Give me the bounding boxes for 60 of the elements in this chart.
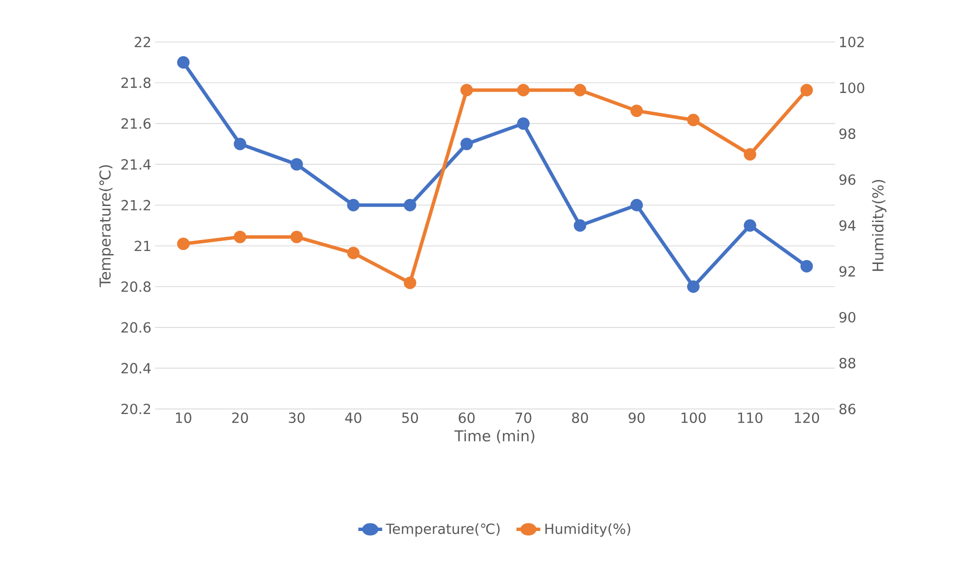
point: [744, 219, 756, 232]
x-tick-label: 100: [682, 412, 706, 424]
point: [234, 138, 246, 150]
point: [460, 138, 473, 150]
x-tick-label: 30: [288, 412, 305, 424]
x-tick-label: 90: [628, 412, 645, 424]
y-tick-label: 21.4: [121, 159, 151, 170]
y2-tick-label: 100: [840, 82, 864, 94]
x-tick-label: 10: [176, 412, 192, 424]
y-tick-label: 22: [134, 36, 150, 48]
x-axis-title: Time (min): [454, 430, 534, 444]
y2-tick-label: 98: [839, 128, 856, 140]
y-tick-label: 20.8: [121, 281, 151, 292]
x-tick-label: 20: [232, 412, 248, 424]
y-tick-label: 20.4: [121, 362, 151, 374]
x-tick-label: 70: [516, 412, 532, 424]
y2-tick-label: 88: [839, 358, 856, 368]
x-tick-label: 110: [738, 412, 762, 424]
y-tick-label: 21: [134, 240, 150, 252]
y-tick-label: 20.2: [121, 404, 150, 414]
point: [290, 158, 303, 171]
point: [630, 104, 643, 118]
y2-tick-label: 102: [840, 36, 864, 48]
y2-tick-label: 96: [839, 174, 856, 185]
point: [574, 219, 586, 232]
point: [347, 198, 360, 212]
x-tick-label: 40: [345, 412, 362, 424]
y2-axis-title: Humidity(%): [872, 180, 886, 271]
point: [744, 148, 756, 161]
y-tick-label: 21.8: [121, 77, 151, 88]
y-tick-label: 21.2: [121, 200, 150, 210]
point: [687, 280, 700, 293]
x-tick-label: 80: [572, 412, 588, 424]
point: [404, 276, 416, 290]
point: [290, 230, 303, 244]
point: [234, 230, 246, 244]
point: [347, 246, 360, 260]
y-tick-label: 21.6: [121, 118, 151, 129]
point: [460, 84, 473, 96]
point: [517, 84, 530, 96]
x-tick-label: 60: [458, 412, 475, 424]
y2-tick-label: 92: [839, 266, 855, 277]
y-axis-title: Temperature(℃): [99, 165, 114, 288]
point: [177, 238, 190, 250]
point: [517, 117, 530, 130]
x-tick-label: 120: [794, 412, 820, 424]
point: [800, 84, 813, 96]
y2-tick-label: 94: [839, 220, 856, 231]
point: [404, 198, 416, 212]
legend-label: Temperature(℃): [386, 523, 500, 537]
x-tick-label: 50: [402, 412, 418, 424]
y2-tick-label: 86: [839, 404, 856, 414]
point: [687, 114, 700, 126]
point: [177, 56, 190, 69]
point: [574, 84, 586, 96]
y2-tick-label: 90: [839, 312, 856, 323]
point: [630, 198, 643, 212]
point: [800, 260, 813, 272]
y-tick-label: 20.6: [121, 322, 151, 333]
legend-label: Humidity(%): [545, 523, 630, 537]
